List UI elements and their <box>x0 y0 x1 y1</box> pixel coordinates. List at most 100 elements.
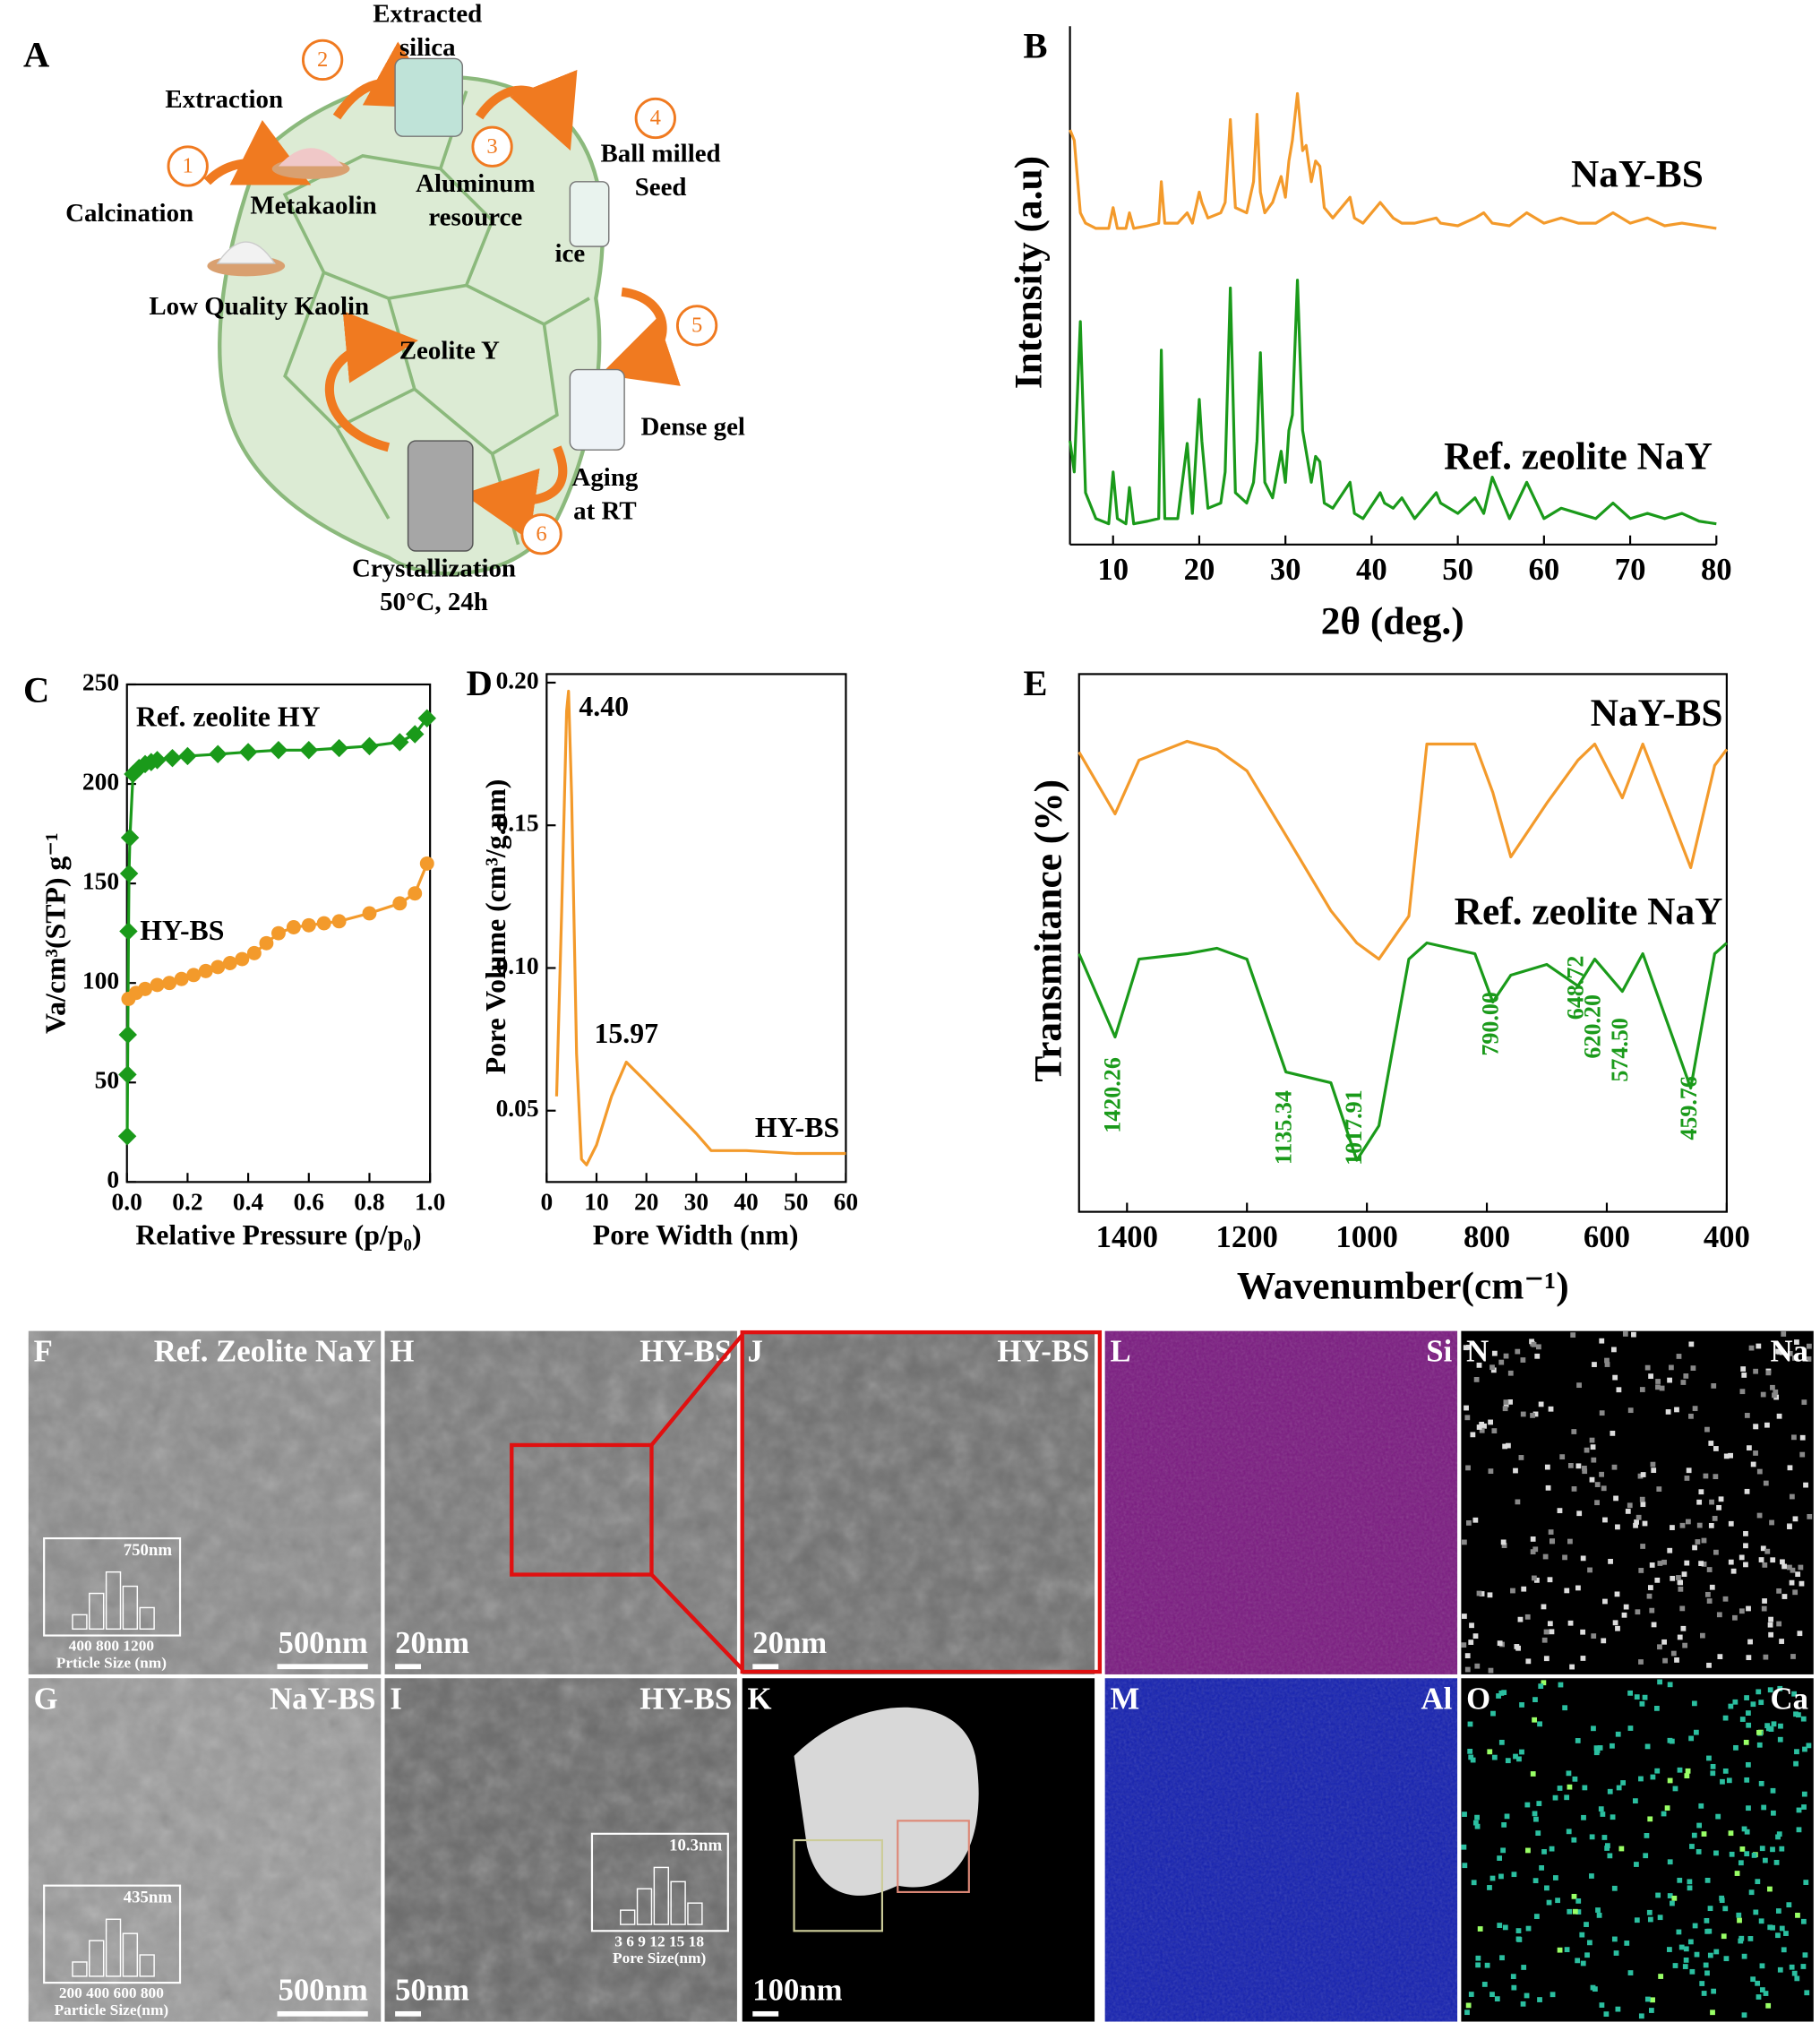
element-dot <box>1461 1844 1467 1850</box>
element-dot <box>1711 1988 1717 1994</box>
inset-peak: 750nm <box>124 1541 173 1560</box>
element-dot <box>1692 1406 1698 1412</box>
inset-peak: 435nm <box>124 1888 173 1906</box>
diagram-label: Dense gel <box>641 413 745 442</box>
element-dot <box>1589 1873 1594 1879</box>
element-dot <box>1464 1653 1471 1658</box>
roi-box <box>793 1838 883 1932</box>
element-dot <box>1732 1699 1738 1705</box>
element-dot <box>1699 1632 1705 1639</box>
series-name: Ref. zeolite HY <box>136 701 321 732</box>
element-dot <box>1612 1374 1618 1381</box>
element-dot <box>1678 1944 1685 1950</box>
element-dot <box>1498 1691 1505 1696</box>
element-dot <box>1762 1562 1768 1568</box>
x-tick-label: 800 <box>1464 1219 1510 1254</box>
element-dot <box>1571 1837 1577 1843</box>
marker <box>118 1025 137 1045</box>
element-dot <box>1762 1598 1767 1604</box>
element-dot <box>1473 1376 1480 1382</box>
element-dot <box>1781 1594 1788 1599</box>
scale-bar <box>752 1664 779 1670</box>
element-dot <box>1703 1962 1709 1968</box>
inset-ticks: 3 6 9 12 15 18 <box>614 1932 704 1949</box>
element-dot <box>1747 1639 1753 1645</box>
element-dot <box>1796 1807 1802 1813</box>
marker <box>269 741 288 760</box>
element-dot <box>1745 1761 1751 1768</box>
peak-label: 648.72 <box>1562 956 1588 1020</box>
element-dot <box>1768 1631 1774 1638</box>
element-dot <box>1586 1940 1592 1946</box>
element-dot <box>1683 1957 1689 1963</box>
marker <box>360 736 379 756</box>
element-dot <box>1467 1748 1473 1754</box>
element-dot <box>1667 1947 1672 1952</box>
element-dot <box>1650 1461 1656 1467</box>
element-dot <box>1564 1794 1570 1801</box>
element-dot <box>1743 1562 1748 1568</box>
element-dot <box>1598 1806 1604 1812</box>
x-tick-label: 30 <box>684 1188 708 1215</box>
element-dot <box>1706 1598 1713 1604</box>
element-dot <box>1468 1992 1474 1997</box>
element-dot <box>1777 1736 1783 1743</box>
inset-peak: 10.3nm <box>669 1837 722 1855</box>
element-dot <box>1463 1345 1469 1351</box>
element-dot <box>1467 1721 1473 1727</box>
element-dot <box>1684 1773 1690 1779</box>
scale-label: 50nm <box>395 1973 469 2008</box>
element-dot <box>1756 1512 1763 1519</box>
element-dot <box>1669 1738 1675 1744</box>
element-dot <box>1804 1990 1810 1996</box>
element-dot <box>1685 1519 1691 1525</box>
element-dot <box>1776 1831 1782 1837</box>
element-dot <box>1576 1382 1582 1389</box>
element-dot <box>1580 1656 1586 1661</box>
panel-label: D <box>467 663 493 703</box>
element-dot <box>1567 1784 1573 1790</box>
element-dot <box>1708 1441 1714 1446</box>
element-dot <box>1515 1499 1521 1505</box>
element-dot <box>1740 1366 1747 1372</box>
element-dot <box>1677 1877 1683 1883</box>
element-dot <box>1541 1604 1547 1610</box>
element-dot <box>1655 1892 1661 1898</box>
inset-bar <box>139 1954 155 1977</box>
element-dot <box>1539 1865 1544 1871</box>
element-dot <box>1632 1798 1638 1804</box>
element-dot <box>1601 1835 1608 1840</box>
x-axis-label: Pore Width (nm) <box>593 1219 799 1251</box>
element-dot <box>1638 1776 1644 1782</box>
element-dot <box>1667 1859 1673 1865</box>
element-dot <box>1748 1889 1755 1896</box>
element-dot <box>1516 1937 1523 1942</box>
inset-frame <box>43 1884 182 1984</box>
element-dot <box>1775 1348 1781 1355</box>
element-dot <box>1601 1485 1607 1492</box>
element-dot <box>1479 1591 1485 1596</box>
element-dot <box>1530 1413 1535 1418</box>
element-dot <box>1799 1434 1806 1441</box>
element-dot <box>1679 1605 1686 1612</box>
inset-bar <box>72 1961 88 1977</box>
element-dot <box>1611 1464 1618 1470</box>
process-arrows <box>203 41 681 540</box>
element-dot <box>1532 1878 1539 1884</box>
element-dot <box>1571 1429 1577 1434</box>
element-dot <box>1612 1620 1618 1626</box>
element-dot <box>1799 1580 1805 1587</box>
element-dot <box>1638 1659 1644 1665</box>
element-dot <box>1770 1384 1775 1390</box>
diagram-label: 50°C, 24h <box>380 588 488 616</box>
element-dot <box>1532 1697 1538 1703</box>
element-dot <box>1599 1471 1605 1477</box>
element-dot <box>1720 1778 1725 1785</box>
element-dot <box>1744 1695 1749 1700</box>
element-dot <box>1746 1722 1752 1728</box>
element-dot <box>1531 1575 1537 1581</box>
element-dot <box>1775 1834 1781 1840</box>
element-dot <box>1525 1658 1532 1665</box>
inset-bar <box>636 1888 653 1925</box>
element-dot <box>1470 1432 1476 1438</box>
